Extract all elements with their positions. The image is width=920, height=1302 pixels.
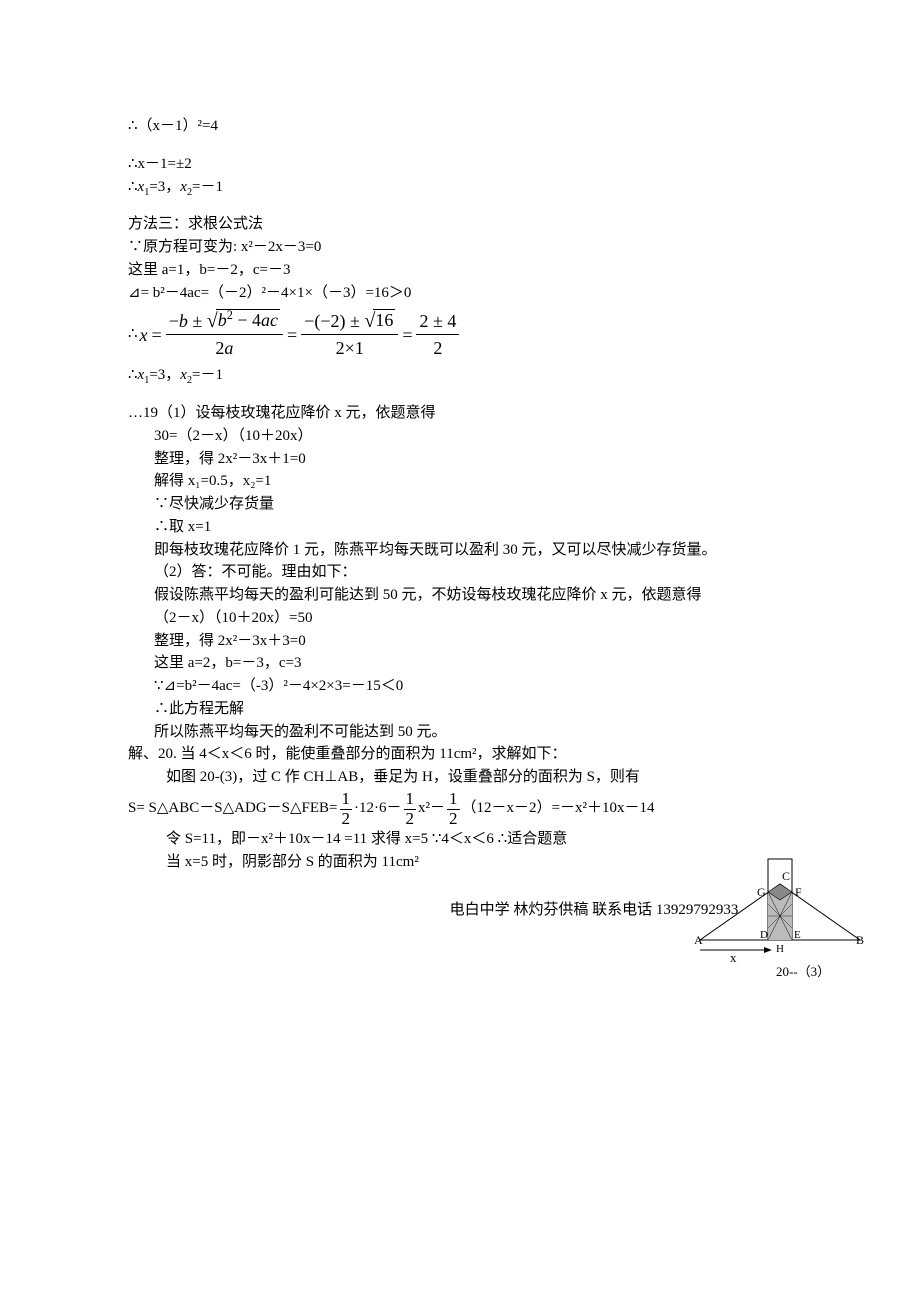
fraction-1: −b ± √b2 − 4ac 2a — [166, 308, 283, 361]
q19-line: 这里 a=2，b=－3，c=3 — [154, 653, 860, 675]
step-line: ∴x1=3，x2=－1 — [128, 365, 860, 387]
q19-line: ∴取 x=1 — [154, 517, 860, 539]
text: ·12·6－ — [354, 798, 402, 820]
var-x: x — [180, 179, 187, 195]
step-line: ∵原方程可变为: x²－2x－3=0 — [128, 237, 860, 259]
q19-line: 所以陈燕平均每天的盈利不可能达到 50 元。 — [154, 722, 860, 744]
d: 2 — [340, 810, 353, 829]
q19-line: 整理，得 2x²－3x＋1=0 — [154, 449, 860, 471]
fraction-3: 2 ± 4 2 — [416, 308, 459, 361]
label-g: G — [757, 885, 766, 899]
quadratic-formula: ∴ x = −b ± √b2 − 4ac 2a = −(−2) ± √16 2×… — [128, 308, 860, 361]
var: ac — [261, 310, 278, 330]
therefore: ∴ — [128, 324, 138, 346]
step-line: 这里 a=1，b=－2，c=－3 — [128, 260, 860, 282]
op: ± — [192, 311, 202, 331]
text: ∴ — [128, 367, 138, 383]
diagram-caption: 20--（3） — [776, 964, 830, 979]
step-line: ∴x1=3，x2=－1 — [128, 177, 860, 199]
q19-line: ∵尽快减少存货量 — [154, 494, 860, 516]
text: − 4 — [233, 310, 261, 330]
half-frac: 12 — [404, 790, 417, 828]
text: x²－ — [418, 798, 445, 820]
label-e: E — [794, 929, 801, 941]
text: −(−2) ± — [304, 311, 364, 331]
text: 16 — [373, 309, 395, 332]
half-frac: 12 — [340, 790, 353, 828]
text: ∴ — [128, 179, 138, 195]
label-a: A — [694, 933, 703, 947]
q19-line: ∴此方程无解 — [154, 699, 860, 721]
step-line: ⊿= b²－4ac=（－2）²－4×1×（－3）=16＞0 — [128, 283, 860, 305]
equals: = — [402, 322, 412, 348]
method-title: 方法三：求根公式法 — [128, 214, 860, 236]
var: b — [218, 310, 227, 330]
label-x: x — [730, 950, 737, 965]
step-line: ∴x－1=±2 — [128, 154, 860, 176]
q20-line: 如图 20-(3)，过 C 作 CH⊥AB，垂足为 H，设重叠部分的面积为 S，… — [166, 767, 860, 789]
equals: = — [287, 322, 297, 348]
sqrt: √16 — [364, 309, 395, 332]
q19-line: 即每枝玫瑰花应降价 1 元，陈燕平均每天既可以盈利 30 元，又可以尽快减少存货… — [154, 540, 860, 562]
text: 2×1 — [333, 335, 367, 361]
q20-line: 令 S=11，即－x²＋10x－14 =11 求得 x=5 ∵4＜x＜6 ∴适合… — [166, 829, 860, 851]
label-f: F — [795, 885, 802, 899]
sqrt: √b2 − 4ac — [207, 309, 280, 332]
d: 2 — [404, 810, 417, 829]
text: S= S△ABC－S△ADG－S△FEB= — [128, 798, 338, 820]
q19-line: …19（1）设每枝玫瑰花应降价 x 元，依题意得 — [128, 403, 860, 425]
q19-line: 假设陈燕平均每天的盈利可能达到 50 元，不妨设每枝玫瑰花应降价 x 元，依题意… — [154, 585, 860, 607]
d: 2 — [447, 810, 460, 829]
var-x: x — [180, 367, 187, 383]
text: =3， — [149, 367, 180, 383]
q20-line: 解、20. 当 4＜x＜6 时，能使重叠部分的面积为 11cm²，求解如下： — [128, 744, 860, 766]
step-line: ∴（x－1）²=4 — [128, 116, 860, 138]
op: − — [169, 311, 179, 331]
text: 2 ± 4 — [416, 308, 459, 334]
q19-line: 30=（2－x）（10＋20x） — [154, 426, 860, 448]
text: 2 — [430, 335, 445, 361]
n: 1 — [340, 790, 353, 809]
n: 1 — [447, 790, 460, 809]
num: 2 — [215, 338, 224, 358]
q19-line: （2）答：不可能。理由如下： — [154, 562, 860, 584]
q19-line: 解得 x₁=0.5，x₂=1 — [154, 471, 860, 493]
text: （12－x－2）=－x²＋10x－14 — [462, 798, 655, 820]
label-d: D — [760, 929, 768, 941]
text: =－1 — [192, 367, 223, 383]
q19-line: ∵⊿=b²－4ac=（-3）²－4×2×3=－15＜0 — [154, 676, 860, 698]
equals: = — [152, 322, 162, 348]
n: 1 — [404, 790, 417, 809]
text: =－1 — [192, 179, 223, 195]
text: =3， — [149, 179, 180, 195]
geometry-diagram: A B C G F D E H x 20--（3） — [690, 854, 870, 984]
label-h: H — [776, 943, 784, 955]
half-frac: 12 — [447, 790, 460, 828]
label-b: B — [856, 933, 864, 947]
q19-line: 整理，得 2x²－3x＋3=0 — [154, 631, 860, 653]
q19-line: （2－x）（10＋20x）=50 — [154, 608, 860, 630]
q20-formula: S= S△ABC－S△ADG－S△FEB= 12 ·12·6－ 12 x²－ 1… — [128, 790, 860, 828]
var: b — [179, 311, 188, 331]
fraction-2: −(−2) ± √16 2×1 — [301, 308, 398, 361]
label-c: C — [782, 869, 790, 883]
var: a — [224, 338, 233, 358]
var-x: x — [140, 322, 148, 348]
